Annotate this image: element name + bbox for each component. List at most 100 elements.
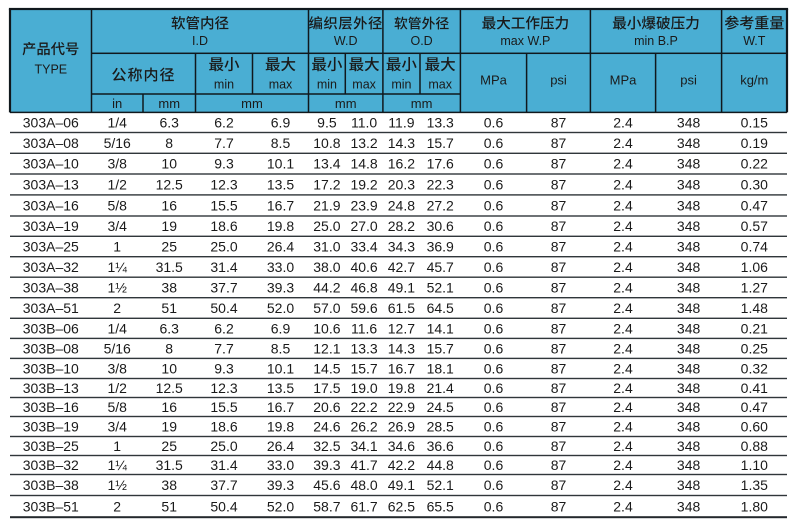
svg-text:31.0: 31.0 [313,239,340,255]
svg-text:303A–06: 303A–06 [23,115,79,131]
svg-text:0.6: 0.6 [484,239,504,255]
svg-text:2.4: 2.4 [613,320,633,336]
svg-text:44.8: 44.8 [427,457,454,473]
svg-text:16.7: 16.7 [388,360,415,376]
svg-text:0.47: 0.47 [741,399,768,415]
svg-text:26.2: 26.2 [350,419,377,435]
svg-text:1: 1 [113,239,121,255]
svg-text:0.21: 0.21 [741,320,768,336]
svg-text:39.3: 39.3 [313,457,340,473]
svg-text:2.4: 2.4 [613,477,633,493]
svg-text:1¼: 1¼ [107,259,127,275]
svg-text:8.5: 8.5 [271,135,291,151]
svg-text:348: 348 [677,457,701,473]
svg-text:303A–16: 303A–16 [23,197,79,213]
svg-text:87: 87 [551,115,567,131]
svg-text:87: 87 [551,419,567,435]
svg-text:49.1: 49.1 [388,477,415,493]
svg-text:26.4: 26.4 [267,239,294,255]
svg-text:348: 348 [677,380,701,396]
svg-text:MPa: MPa [610,73,638,88]
svg-text:15.5: 15.5 [210,399,237,415]
svg-text:40.6: 40.6 [350,259,377,275]
svg-text:348: 348 [677,197,701,213]
svg-text:16.7: 16.7 [267,399,294,415]
svg-text:44.2: 44.2 [313,279,340,295]
svg-text:0.57: 0.57 [741,218,768,234]
svg-text:0.6: 0.6 [484,218,504,234]
svg-text:0.6: 0.6 [484,197,504,213]
svg-text:8.5: 8.5 [271,340,291,356]
svg-text:87: 87 [551,399,567,415]
svg-text:12.7: 12.7 [388,320,415,336]
svg-text:3/4: 3/4 [107,419,127,435]
svg-text:10.8: 10.8 [313,135,340,151]
svg-text:1/4: 1/4 [107,115,127,131]
svg-text:2.4: 2.4 [613,259,633,275]
svg-text:348: 348 [677,340,701,356]
svg-text:0.6: 0.6 [484,259,504,275]
svg-text:13.2: 13.2 [350,135,377,151]
svg-text:1½: 1½ [107,477,127,493]
svg-text:36.9: 36.9 [427,239,454,255]
svg-text:33.0: 33.0 [267,259,294,275]
svg-text:348: 348 [677,438,701,454]
svg-text:38.0: 38.0 [313,259,340,275]
svg-text:39.3: 39.3 [267,279,294,295]
svg-text:25.0: 25.0 [210,438,237,454]
svg-text:303A–13: 303A–13 [23,176,79,192]
svg-text:25: 25 [161,239,177,255]
svg-text:14.5: 14.5 [313,360,340,376]
svg-text:1.48: 1.48 [741,300,768,316]
svg-text:0.19: 0.19 [741,135,768,151]
svg-text:21.9: 21.9 [313,197,340,213]
svg-text:348: 348 [677,218,701,234]
svg-text:W.T: W.T [743,34,766,48]
svg-text:303A–32: 303A–32 [23,259,79,275]
svg-text:52.0: 52.0 [267,498,294,514]
svg-text:19.8: 19.8 [388,380,415,396]
svg-text:9.5: 9.5 [317,115,337,131]
svg-text:51: 51 [161,300,177,316]
svg-text:33.0: 33.0 [267,457,294,473]
svg-text:0.6: 0.6 [484,419,504,435]
svg-text:9.3: 9.3 [214,156,234,172]
svg-text:87: 87 [551,239,567,255]
svg-text:0.6: 0.6 [484,320,504,336]
svg-text:0.32: 0.32 [741,360,768,376]
svg-text:7.7: 7.7 [214,135,234,151]
svg-text:6.9: 6.9 [271,320,291,336]
svg-text:348: 348 [677,477,701,493]
svg-text:30.6: 30.6 [427,218,454,234]
svg-text:87: 87 [551,300,567,316]
svg-text:31.4: 31.4 [210,457,237,473]
svg-text:12.5: 12.5 [156,380,183,396]
svg-text:24.5: 24.5 [427,399,454,415]
svg-text:34.1: 34.1 [350,438,377,454]
svg-text:0.6: 0.6 [484,279,504,295]
svg-text:87: 87 [551,218,567,234]
svg-text:348: 348 [677,320,701,336]
svg-text:87: 87 [551,498,567,514]
svg-text:14.1: 14.1 [427,320,454,336]
svg-text:0.30: 0.30 [741,176,768,192]
svg-text:O.D: O.D [410,34,432,48]
svg-text:0.6: 0.6 [484,135,504,151]
svg-text:6.3: 6.3 [159,320,179,336]
svg-text:2: 2 [113,498,121,514]
svg-text:303A–08: 303A–08 [23,135,79,151]
svg-text:348: 348 [677,115,701,131]
svg-text:1.80: 1.80 [741,498,768,514]
svg-text:min: min [214,77,234,91]
svg-text:0.25: 0.25 [741,340,768,356]
svg-text:0.6: 0.6 [484,115,504,131]
svg-text:2.4: 2.4 [613,457,633,473]
svg-text:max: max [269,77,293,91]
svg-text:11.6: 11.6 [351,320,377,336]
svg-text:1¼: 1¼ [107,457,127,473]
svg-text:61.7: 61.7 [350,498,377,514]
svg-text:12.5: 12.5 [156,176,183,192]
svg-text:303B–32: 303B–32 [23,457,79,473]
svg-text:87: 87 [551,477,567,493]
svg-text:16.2: 16.2 [388,156,415,172]
